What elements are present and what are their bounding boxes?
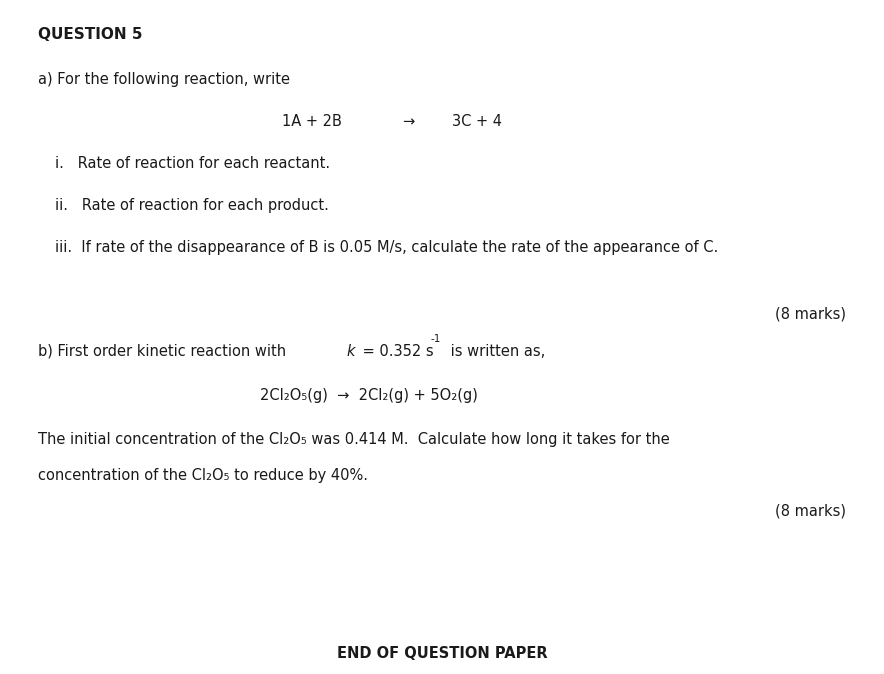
Text: →: →	[402, 114, 415, 129]
Text: concentration of the Cl₂O₅ to reduce by 40%.: concentration of the Cl₂O₅ to reduce by …	[38, 468, 368, 483]
Text: END OF QUESTION PAPER: END OF QUESTION PAPER	[337, 646, 547, 661]
Text: is written as,: is written as,	[446, 344, 545, 359]
Text: b) First order kinetic reaction with: b) First order kinetic reaction with	[38, 344, 291, 359]
Text: The initial concentration of the Cl₂O₅ was 0.414 M.  Calculate how long it takes: The initial concentration of the Cl₂O₅ w…	[38, 432, 670, 447]
Text: ii.   Rate of reaction for each product.: ii. Rate of reaction for each product.	[55, 198, 329, 213]
Text: a) For the following reaction, write: a) For the following reaction, write	[38, 72, 290, 87]
Text: (8 marks): (8 marks)	[775, 306, 846, 321]
Text: i.   Rate of reaction for each reactant.: i. Rate of reaction for each reactant.	[55, 156, 330, 171]
Text: iii.  If rate of the disappearance of B is 0.05 M/s, calculate the rate of the a: iii. If rate of the disappearance of B i…	[55, 240, 719, 255]
Text: k: k	[346, 344, 354, 359]
Text: -1: -1	[431, 334, 441, 344]
Text: = 0.352 s: = 0.352 s	[357, 344, 433, 359]
Text: QUESTION 5: QUESTION 5	[38, 27, 142, 42]
Text: (8 marks): (8 marks)	[775, 504, 846, 519]
Text: 1A + 2B: 1A + 2B	[282, 114, 342, 129]
Text: 3C + 4: 3C + 4	[452, 114, 502, 129]
Text: 2Cl₂O₅(g)  →  2Cl₂(g) + 5O₂(g): 2Cl₂O₅(g) → 2Cl₂(g) + 5O₂(g)	[260, 388, 478, 403]
